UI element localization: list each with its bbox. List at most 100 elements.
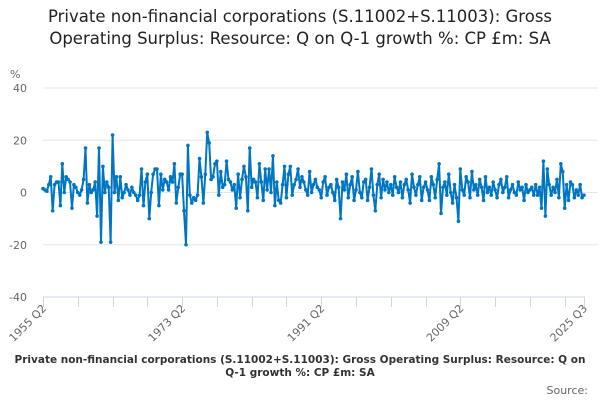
data-point: [269, 190, 273, 195]
data-point: [365, 198, 370, 203]
data-point: [87, 182, 92, 187]
data-point: [408, 201, 412, 205]
data-point: [530, 185, 534, 190]
y-tick-label: 20: [13, 134, 27, 147]
data-point: [60, 161, 65, 166]
data-point: [336, 185, 341, 190]
data-point: [305, 193, 310, 197]
data-point: [388, 182, 393, 187]
data-point: [303, 188, 308, 192]
data-point: [560, 169, 565, 174]
series-line: [42, 131, 585, 246]
data-point: [215, 159, 219, 163]
data-point: [443, 180, 447, 184]
data-point: [383, 188, 387, 192]
data-point: [358, 190, 362, 195]
data-point: [255, 195, 260, 200]
data-point: [555, 177, 559, 182]
data-point: [464, 175, 468, 179]
data-point: [147, 216, 152, 221]
data-point: [568, 180, 573, 184]
data-point: [207, 141, 211, 145]
data-point: [363, 177, 368, 182]
data-point: [392, 175, 397, 179]
data-point: [367, 185, 372, 190]
data-point: [537, 185, 542, 190]
data-point: [499, 177, 503, 182]
data-point: [230, 188, 235, 192]
y-axis: 40 20 0 -20 -40%: [9, 68, 27, 304]
data-point: [522, 198, 526, 203]
data-point: [74, 185, 78, 190]
data-point: [580, 195, 584, 200]
data-point: [564, 182, 569, 187]
data-point: [89, 190, 94, 195]
data-point: [423, 180, 428, 184]
data-point: [195, 193, 200, 197]
data-point: [205, 130, 210, 135]
data-point: [249, 185, 254, 190]
data-point: [81, 177, 86, 182]
data-point: [390, 193, 395, 197]
data-point: [220, 185, 225, 190]
data-point: [226, 177, 231, 182]
y-tick-label: -40: [9, 291, 27, 304]
data-point: [106, 185, 111, 190]
data-point: [437, 161, 441, 166]
data-point: [559, 161, 563, 166]
data-point: [375, 182, 380, 187]
data-point: [186, 143, 190, 148]
data-point: [342, 188, 347, 192]
data-point: [103, 190, 107, 195]
data-point: [533, 182, 538, 187]
data-point: [394, 185, 399, 190]
data-point: [77, 193, 82, 197]
data-point: [201, 201, 206, 205]
data-point: [475, 193, 480, 197]
data-point: [562, 206, 567, 210]
data-point: [284, 195, 289, 200]
x-tick-label: 1973 Q2: [146, 302, 189, 345]
data-point: [276, 198, 281, 203]
data-point: [184, 242, 188, 247]
data-point: [253, 180, 258, 184]
data-point: [191, 195, 196, 200]
data-point: [421, 185, 426, 190]
data-point: [578, 182, 582, 187]
data-point: [387, 190, 391, 195]
data-point: [75, 190, 80, 195]
data-point: [462, 193, 467, 197]
data-point: [315, 185, 320, 190]
data-point: [50, 208, 55, 213]
series: [41, 130, 586, 247]
data-point: [66, 177, 70, 182]
data-point: [126, 188, 130, 192]
data-point: [516, 180, 521, 184]
data-point: [145, 172, 150, 177]
data-point: [199, 175, 204, 179]
data-point: [354, 188, 358, 192]
data-point: [340, 180, 345, 184]
y-tick-label: 40: [13, 82, 27, 95]
data-point: [373, 208, 378, 213]
data-point: [48, 175, 53, 179]
data-point: [477, 177, 482, 182]
data-point: [487, 185, 492, 190]
data-point: [547, 182, 552, 187]
y-axis-label: %: [10, 68, 20, 81]
data-point: [238, 195, 242, 200]
data-point: [170, 180, 175, 184]
data-point: [101, 164, 105, 169]
data-point: [502, 185, 507, 190]
data-point: [528, 188, 532, 192]
data-point: [108, 240, 113, 244]
data-point: [155, 167, 159, 171]
data-point: [483, 175, 488, 179]
data-point: [159, 172, 163, 177]
data-point: [551, 185, 555, 190]
data-point: [211, 175, 215, 179]
data-point: [240, 177, 244, 182]
data-point: [402, 182, 407, 187]
data-point: [329, 182, 333, 187]
data-point: [518, 188, 523, 192]
